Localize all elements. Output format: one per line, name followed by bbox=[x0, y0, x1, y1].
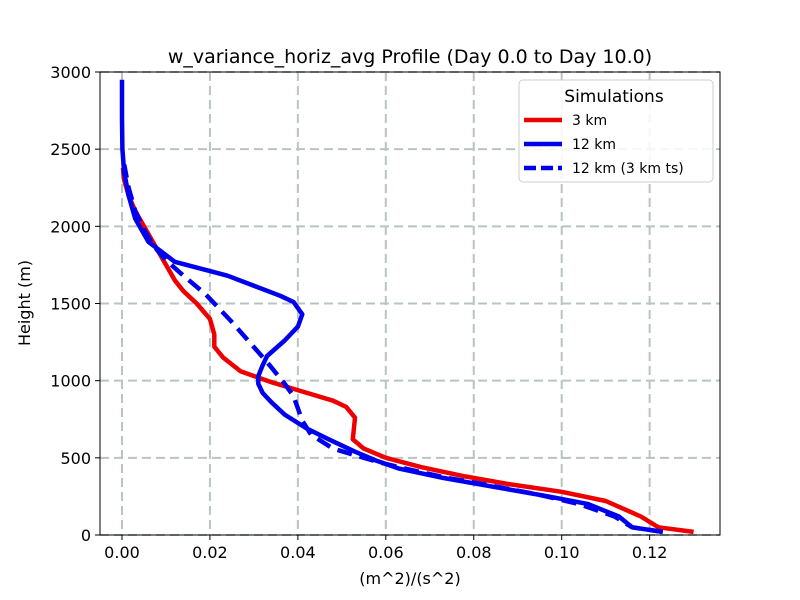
x-tick-label: 0.04 bbox=[280, 543, 316, 562]
legend-box bbox=[518, 79, 714, 183]
y-tick-label: 0 bbox=[81, 526, 91, 545]
series-line-1 bbox=[120, 167, 694, 535]
y-tick-label: 1500 bbox=[50, 295, 91, 314]
legend: Simulations 3 km 12 km 12 km (3 km ts) bbox=[518, 79, 714, 183]
x-tick-label: 0.12 bbox=[632, 543, 668, 562]
legend-label: 3 km bbox=[572, 113, 607, 129]
x-tick-label: 0.02 bbox=[192, 543, 228, 562]
legend-title: Simulations bbox=[564, 87, 664, 107]
x-tick-label: 0.10 bbox=[544, 543, 580, 562]
x-tick-label: 0.00 bbox=[104, 543, 140, 562]
y-tick-label: 3000 bbox=[50, 63, 91, 82]
y-tick-label: 2000 bbox=[50, 217, 91, 236]
x-tick-label: 0.06 bbox=[368, 543, 404, 562]
y-tick-label: 500 bbox=[60, 449, 91, 468]
legend-label: 12 km (3 km ts) bbox=[572, 161, 684, 177]
x-tick-label: 0.08 bbox=[456, 543, 492, 562]
series-line-3 bbox=[121, 164, 664, 535]
legend-entries: 3 km 12 km 12 km (3 km ts) bbox=[524, 113, 684, 177]
x-axis-title: (m^2)/(s^2) bbox=[359, 569, 460, 588]
y-axis-title: Height (m) bbox=[15, 260, 34, 346]
legend-label: 12 km bbox=[572, 137, 616, 153]
tick-layer: 0.00 0.02 0.04 0.06 0.08 0.10 0.12 0 500 1000 1500… bbox=[50, 63, 667, 562]
y-tick-label: 1000 bbox=[50, 372, 91, 391]
chart-title: w_variance_horiz_avg Profile (Day 0.0 to… bbox=[168, 46, 652, 68]
y-tick-label: 2500 bbox=[50, 140, 91, 159]
series-layer bbox=[119, 79, 694, 535]
